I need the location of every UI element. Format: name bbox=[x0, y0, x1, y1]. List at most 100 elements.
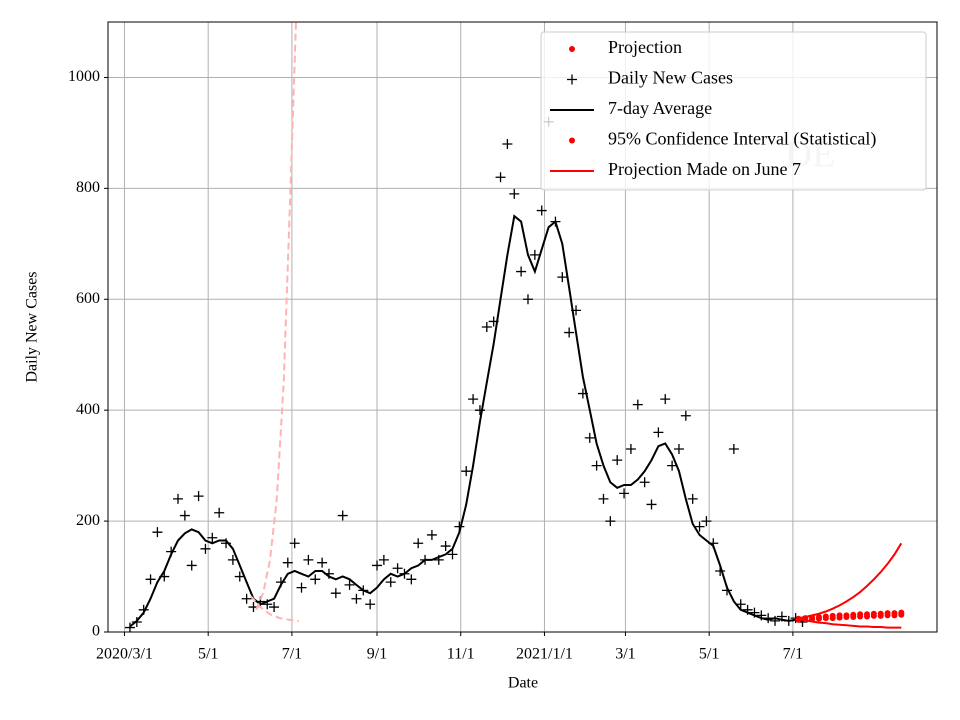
legend-label: 95% Confidence Interval (Statistical) bbox=[608, 129, 876, 150]
plus-point bbox=[584, 432, 595, 443]
y-tick-label: 600 bbox=[76, 290, 100, 307]
plus-point bbox=[413, 538, 424, 549]
plus-point bbox=[474, 405, 485, 416]
dot-point bbox=[857, 613, 864, 620]
x-tick-label: 7/1 bbox=[783, 646, 803, 663]
dot-point bbox=[822, 615, 829, 622]
dot-point bbox=[829, 615, 836, 622]
legend-symbol bbox=[567, 74, 577, 85]
plus-point bbox=[145, 574, 156, 585]
plus-point bbox=[701, 516, 712, 527]
y-tick-label: 200 bbox=[76, 512, 100, 529]
legend-box bbox=[540, 31, 927, 191]
dot-point bbox=[877, 612, 884, 619]
line-series bbox=[798, 618, 902, 629]
line-series bbox=[255, 22, 297, 611]
plot-marks bbox=[124, 22, 905, 632]
legend-label: Daily New Cases bbox=[608, 68, 733, 88]
y-tick-label: 1000 bbox=[68, 68, 100, 85]
dot-point bbox=[843, 614, 850, 621]
legend-label: Projection bbox=[608, 37, 682, 57]
plus-point bbox=[564, 327, 575, 338]
plus-point bbox=[289, 538, 300, 549]
plus-point bbox=[522, 294, 533, 305]
plus-point bbox=[214, 507, 225, 518]
line-series bbox=[249, 595, 299, 622]
plus-point bbox=[495, 172, 506, 183]
plus-point bbox=[653, 427, 664, 438]
plus-point bbox=[728, 444, 739, 454]
plus-point bbox=[625, 444, 636, 454]
x-tick-label: 5/1 bbox=[699, 646, 719, 663]
plus-point bbox=[516, 266, 527, 277]
plus-point bbox=[598, 493, 609, 504]
dot-point bbox=[870, 612, 877, 619]
x-tick-label: 9/1 bbox=[367, 646, 387, 663]
plot-frame bbox=[107, 21, 938, 633]
plus-point bbox=[186, 560, 197, 571]
y-axis-label: Daily New Cases bbox=[24, 271, 41, 382]
plus-point bbox=[447, 549, 458, 560]
plus-point bbox=[344, 579, 355, 590]
legend-symbol bbox=[569, 137, 575, 144]
dot-point bbox=[898, 611, 905, 618]
plus-point bbox=[200, 543, 211, 554]
plus-point bbox=[481, 322, 492, 332]
plus-point bbox=[392, 563, 403, 574]
plus-point bbox=[337, 510, 348, 521]
plus-point bbox=[172, 493, 183, 504]
plus-point bbox=[124, 622, 135, 632]
dot-point bbox=[836, 614, 843, 621]
plus-point bbox=[639, 477, 650, 488]
plus-point bbox=[667, 460, 678, 471]
dot-point bbox=[884, 612, 891, 619]
dot-point bbox=[864, 613, 871, 620]
plus-point bbox=[673, 444, 684, 454]
y-tick-label: 800 bbox=[76, 179, 100, 196]
x-axis-label: Date bbox=[508, 675, 538, 692]
dot-point bbox=[815, 615, 822, 622]
plus-point bbox=[372, 560, 383, 571]
plus-point bbox=[406, 574, 417, 585]
plus-point bbox=[296, 582, 307, 593]
plus-point bbox=[646, 499, 657, 510]
plus-point bbox=[317, 557, 328, 568]
line-series bbox=[798, 542, 903, 620]
plus-point bbox=[632, 399, 643, 410]
plus-point bbox=[509, 188, 520, 199]
plus-point bbox=[193, 491, 204, 502]
dot-point bbox=[850, 614, 857, 621]
x-tick-label: 11/1 bbox=[447, 646, 475, 663]
legend: Projection Daily New Cases 7-day Average 95… bbox=[540, 31, 927, 191]
plus-point bbox=[351, 593, 362, 604]
plus-point bbox=[694, 521, 705, 532]
x-tick-label: 3/1 bbox=[615, 646, 635, 663]
plus-point bbox=[536, 205, 547, 216]
plus-point bbox=[660, 394, 671, 405]
plus-point bbox=[529, 249, 540, 260]
x-tick-label: 2020/3/1 bbox=[96, 646, 153, 663]
plus-point bbox=[468, 394, 479, 405]
legend-label: 7-day Average bbox=[608, 98, 712, 118]
plus-point bbox=[461, 466, 472, 477]
plus-point bbox=[234, 571, 245, 582]
plus-point bbox=[385, 577, 396, 588]
plus-point bbox=[619, 488, 630, 499]
legend-symbol bbox=[569, 46, 575, 52]
plus-point bbox=[227, 554, 238, 565]
plus-point bbox=[440, 541, 451, 552]
plus-point bbox=[426, 529, 437, 540]
plus-point bbox=[378, 554, 389, 565]
plus-point bbox=[612, 455, 623, 466]
plus-point bbox=[179, 510, 190, 521]
plus-point bbox=[330, 588, 341, 599]
plus-point bbox=[207, 532, 218, 543]
plus-point bbox=[365, 599, 376, 610]
plus-point bbox=[310, 574, 321, 585]
dot-point bbox=[891, 612, 898, 619]
plus-point bbox=[269, 602, 280, 613]
x-tick-label: 2021/1/1 bbox=[516, 646, 573, 663]
plus-point bbox=[152, 527, 163, 538]
plus-point bbox=[282, 557, 293, 568]
